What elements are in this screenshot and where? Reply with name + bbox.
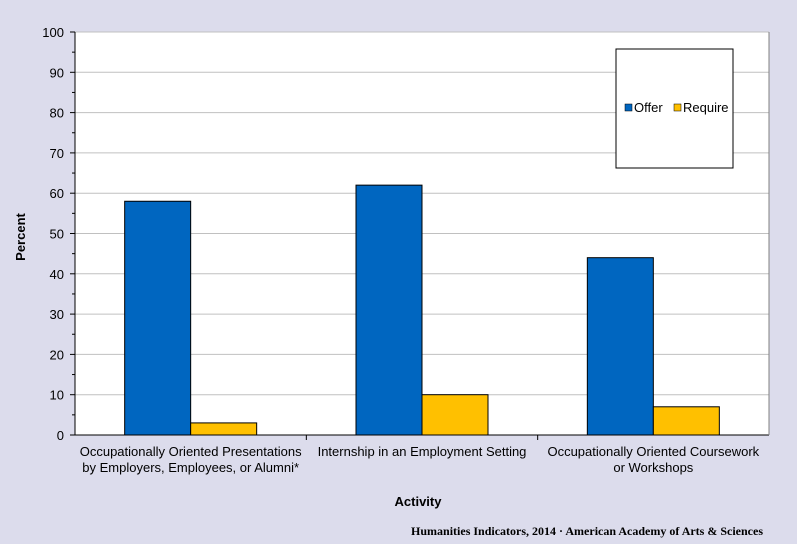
y-tick-label: 40 [50,267,64,282]
y-tick-label: 50 [50,227,64,242]
bars [124,184,720,436]
x-category-label: Occupationally Oriented Presentations [80,444,302,459]
y-tick-label: 80 [50,106,64,121]
y-tick-label: 100 [42,25,64,40]
source-credit: Humanities Indicators, 2014 · American A… [411,524,763,538]
bar-require-1 [421,394,489,436]
legend-label-offer: Offer [634,100,663,115]
legend: Offer Require [615,48,734,169]
y-tick-label: 90 [50,65,64,80]
x-axis-title: Activity [395,494,443,509]
bar-require-0 [190,422,258,436]
x-category-labels: Occupationally Oriented Presentationsby … [80,444,760,475]
bar-offer-0 [124,200,192,436]
legend-label-require: Require [683,100,729,115]
x-category-label: or Workshops [613,460,693,475]
y-axis-title: Percent [13,212,28,260]
y-tick-label: 70 [50,146,64,161]
bar-offer-2 [586,257,654,436]
y-tick-label: 60 [50,186,64,201]
legend-swatch-require [673,103,682,112]
x-category-label: by Employers, Employees, or Alumni* [82,460,299,475]
bar-offer-1 [355,184,423,436]
y-tick-label: 0 [57,428,64,443]
y-tick-label: 20 [50,347,64,362]
bar-require-2 [652,406,720,436]
y-tick-label: 30 [50,307,64,322]
legend-swatch-offer [624,103,633,112]
x-category-label: Occupationally Oriented Coursework [547,444,759,459]
y-tick-labels: 0 10 20 30 40 50 60 70 80 90 100 [42,25,64,443]
x-category-label: Internship in an Employment Setting [318,444,527,459]
y-tick-label: 10 [50,388,64,403]
axes [70,31,770,440]
